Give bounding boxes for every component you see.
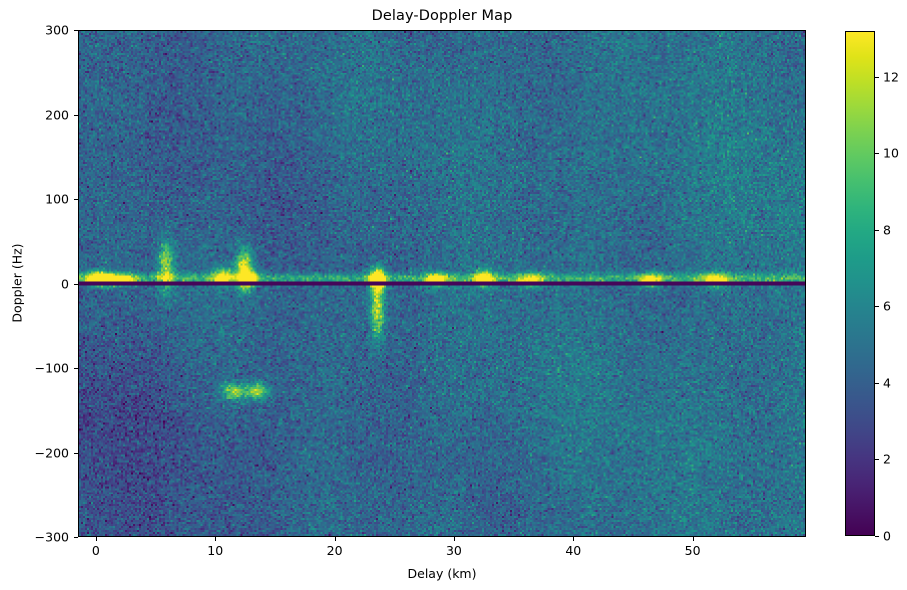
- y-tick-mark: [74, 368, 78, 369]
- colorbar-tick-label: 4: [883, 375, 891, 391]
- y-tick-label: −200: [34, 445, 69, 460]
- y-tick-label: 0: [61, 276, 69, 291]
- x-tick-mark: [453, 537, 455, 541]
- colorbar-tick-mark: [875, 153, 879, 155]
- y-tick-mark: [74, 114, 78, 116]
- colorbar-tick-label: 6: [883, 298, 891, 314]
- y-tick-label: 100: [45, 191, 69, 207]
- y-tick-label: −100: [34, 360, 69, 376]
- x-axis-label: Delay (km): [407, 566, 477, 581]
- colorbar-tick-label: 2: [883, 451, 891, 467]
- colorbar-tick-mark: [875, 306, 879, 308]
- y-tick-label: −300: [34, 529, 69, 545]
- colorbar-tick-label: 12: [883, 69, 899, 85]
- y-tick-mark: [74, 30, 78, 31]
- y-tick-mark: [74, 537, 78, 538]
- x-tick-label: 10: [207, 543, 224, 558]
- x-tick-label: 0: [91, 543, 100, 558]
- y-tick-mark: [74, 452, 78, 454]
- x-tick-mark: [573, 537, 575, 541]
- colorbar-tick-label: 10: [883, 145, 899, 161]
- colorbar-tick-label: 0: [883, 528, 891, 544]
- colorbar-tick-mark: [875, 76, 879, 78]
- page-title: Delay-Doppler Map: [371, 8, 513, 24]
- delay-doppler-heatmap: [79, 31, 805, 536]
- colorbar-tick-mark: [875, 382, 879, 384]
- y-tick-label: 200: [45, 107, 69, 122]
- heatmap-plot-area: [78, 30, 806, 537]
- x-tick-mark: [334, 537, 336, 541]
- colorbar-tick-mark: [875, 459, 879, 461]
- colorbar-gradient: [845, 31, 875, 536]
- x-tick-label: 40: [565, 543, 582, 558]
- colorbar-tick-label: 8: [883, 222, 891, 238]
- x-tick-mark: [215, 537, 217, 541]
- x-tick-mark: [692, 537, 694, 541]
- y-axis-label: Doppler (Hz): [9, 243, 25, 323]
- colorbar-tick-mark: [875, 229, 879, 231]
- x-tick-label: 50: [684, 543, 701, 558]
- y-tick-mark: [74, 199, 78, 200]
- colorbar-tick-mark: [875, 536, 879, 537]
- x-tick-label: 30: [445, 543, 462, 558]
- y-tick-label: 300: [45, 22, 69, 38]
- x-tick-mark: [95, 537, 97, 541]
- x-tick-label: 20: [326, 543, 343, 558]
- y-tick-mark: [74, 283, 78, 285]
- colorbar: [845, 31, 875, 536]
